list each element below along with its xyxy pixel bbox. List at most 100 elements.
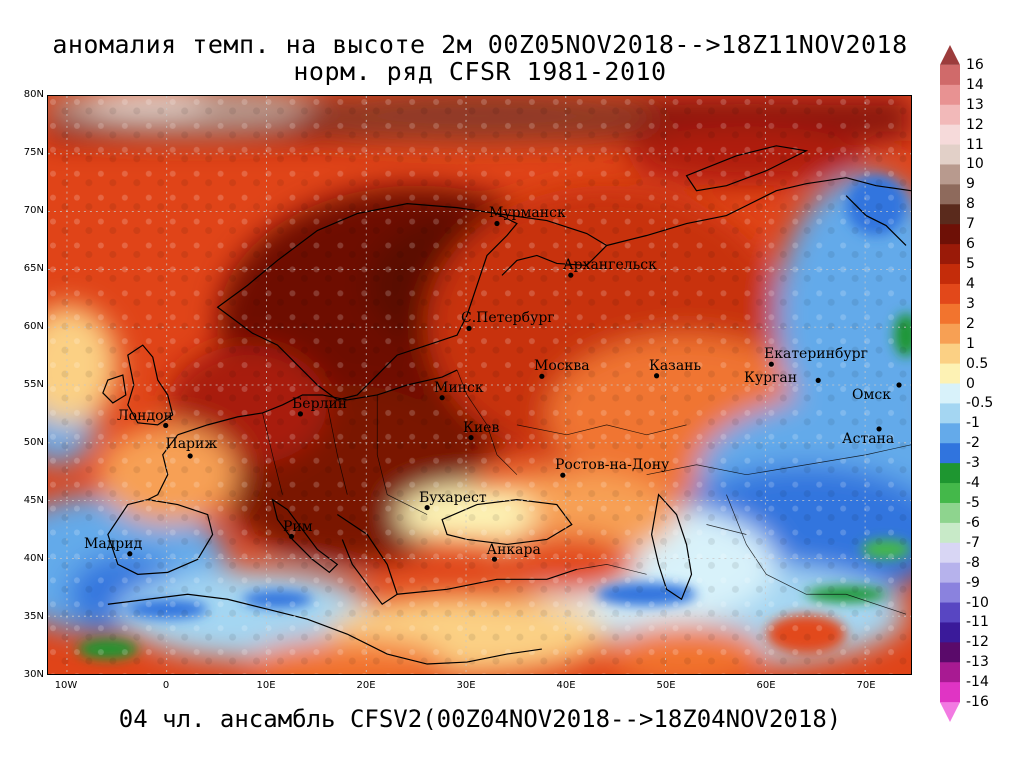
colorbar-label: -10	[966, 594, 989, 611]
colorbar-label: -9	[966, 574, 980, 591]
colorbar-label: -13	[966, 654, 989, 671]
city-label: Курган	[744, 370, 798, 387]
colorbar-label: -12	[966, 634, 989, 651]
ensemble-footer: 04 чл. ансамбль CFSV2(00Z04NOV2018-->18Z…	[118, 705, 842, 733]
colorbar-swatch	[940, 84, 960, 106]
colorbar-swatch	[940, 423, 960, 444]
lat-tick-label: 30N	[23, 669, 44, 680]
lat-tick-label: 55N	[23, 379, 44, 390]
colorbar-label: 3	[966, 295, 975, 312]
colorbar-swatch	[940, 144, 960, 165]
colorbar-label: -6	[966, 514, 980, 531]
lat-tick-label: 50N	[23, 437, 44, 448]
city-dot	[494, 220, 500, 227]
colorbar-label: 2	[966, 315, 975, 332]
colorbar-swatch	[940, 104, 960, 126]
graticule	[48, 96, 911, 674]
city-label: Рим	[283, 518, 313, 535]
colorbar-swatch	[940, 662, 960, 683]
colorbar-swatch	[940, 443, 960, 464]
colorbar-label: 7	[966, 216, 975, 233]
temperature-anomaly-map	[47, 95, 912, 675]
colorbar-swatch	[940, 522, 960, 544]
colorbar-swatch	[940, 363, 960, 384]
colorbar-label: 0.5	[966, 355, 989, 372]
lon-tick-label: 40E	[556, 680, 576, 691]
lon-tick-label: 60E	[756, 680, 776, 691]
colorbar-swatch	[940, 383, 960, 404]
city-dot	[163, 422, 169, 429]
lon-tick-label: 30E	[456, 680, 476, 691]
colorbar-swatch	[940, 303, 960, 325]
city-dot	[288, 533, 295, 540]
colorbar-swatch	[940, 184, 960, 205]
city-label: Архангельск	[563, 256, 657, 273]
colorbar-swatch	[940, 403, 960, 424]
lon-tick-label: 70E	[856, 680, 876, 691]
colorbar-label: -3	[966, 455, 980, 472]
city-dot	[568, 272, 574, 278]
colorbar-label: 10	[966, 156, 984, 173]
colorbar-label: -2	[966, 435, 980, 452]
city-label: Москва	[534, 358, 590, 375]
city-label: Анкара	[486, 541, 541, 558]
colorbar-label: 16	[966, 56, 984, 73]
lon-tick-label: 50E	[656, 680, 676, 691]
colorbar-label: 1	[966, 335, 975, 352]
colorbar-label: 5	[966, 256, 975, 273]
city-label: Казань	[649, 357, 702, 374]
colorbar-label: 11	[966, 136, 984, 153]
lat-tick-label: 45N	[23, 495, 44, 506]
city-dot	[653, 373, 660, 379]
city-markers	[127, 220, 902, 562]
lat-tick-label: 35N	[23, 611, 44, 622]
city-dot	[187, 453, 193, 459]
city-dot	[127, 551, 133, 557]
colorbar-swatch	[940, 64, 960, 86]
city-dot	[896, 382, 902, 388]
city-label: Лондон	[117, 407, 173, 424]
colorbar-swatch	[940, 702, 960, 722]
colorbar-swatch	[940, 204, 960, 225]
colorbar-swatch	[940, 164, 960, 185]
colorbar-swatch	[940, 642, 960, 663]
colorbar	[940, 45, 960, 722]
city-dot	[539, 373, 545, 379]
city-dot	[439, 395, 445, 401]
colorbar-swatch	[940, 582, 960, 604]
colorbar-label: 4	[966, 275, 975, 292]
colorbar-label: -5	[966, 494, 980, 511]
colorbar-label: -11	[966, 614, 989, 631]
lat-tick-label: 40N	[23, 553, 44, 564]
lon-tick-label: 10W	[54, 680, 78, 691]
colorbar-swatch	[940, 542, 960, 564]
city-label: Минск	[434, 379, 484, 396]
country-borders	[262, 369, 911, 615]
city-label: Мурманск	[489, 204, 566, 221]
colorbar-swatch	[940, 682, 960, 703]
city-dot	[468, 435, 474, 441]
lat-tick-label: 60N	[23, 321, 44, 332]
city-label: Омск	[852, 387, 891, 403]
title-line-1: аномалия темп. на высоте 2м 00Z05NOV2018…	[52, 30, 908, 59]
colorbar-label: -7	[966, 534, 980, 551]
colorbar-swatch	[940, 224, 960, 245]
city-dot	[466, 325, 472, 331]
city-dot	[876, 426, 882, 432]
colorbar-label: -4	[966, 475, 980, 492]
colorbar-label: 14	[966, 76, 984, 93]
colorbar-swatch	[940, 622, 960, 643]
colorbar-label: 13	[966, 96, 984, 113]
city-label: Бухарест	[419, 489, 487, 506]
colorbar-swatch	[940, 283, 960, 305]
colorbar-swatch	[940, 45, 960, 65]
city-label: Париж	[165, 436, 218, 453]
coastlines	[102, 145, 911, 665]
colorbar-swatch	[940, 244, 960, 265]
lon-tick-label: 10E	[256, 680, 276, 691]
city-dot	[491, 556, 498, 562]
city-label: С.Петербург	[461, 310, 555, 327]
lat-tick-label: 70N	[23, 205, 44, 216]
lon-tick-label: 20E	[356, 680, 376, 691]
colorbar-swatch	[940, 562, 960, 584]
